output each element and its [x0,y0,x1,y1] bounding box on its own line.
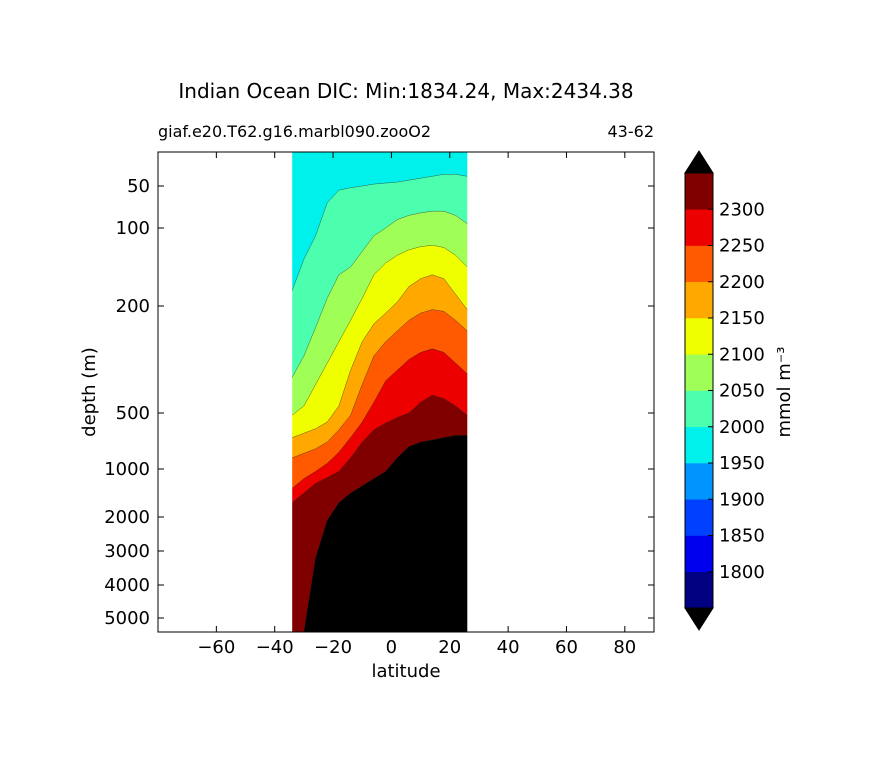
x-tick-label: 0 [386,637,397,658]
x-tick-label: 60 [555,637,578,658]
colorbar-label: mmol m⁻³ [774,346,795,437]
colorbar-tick-label: 1800 [719,562,765,583]
colorbar-tick-label: 1900 [719,489,765,510]
y-tick-label: 50 [127,176,150,197]
contour-line-2100 [292,244,468,416]
x-tick-label: 20 [438,637,461,658]
colorbar-tick-label: 2300 [719,199,765,220]
contour-line-2200 [292,309,468,459]
colorbar-extend-max [684,150,714,174]
colorbar-segment-1900 [685,463,713,500]
chart-subtitle-right: 43-62 [608,122,655,141]
colorbar-segment-1950 [685,426,713,464]
contour-band-2025 [292,174,468,378]
colorbar-tick-label: 2000 [719,417,765,438]
contour-band-2175 [292,274,468,458]
x-axis-ticks: −60 −40 −20 0 20 40 60 80 [197,152,636,658]
x-tick-label: −20 [314,637,352,658]
contour-lines [291,152,468,632]
colorbar-tick-label: 2200 [719,272,765,293]
y-tick-label: 3000 [104,541,150,562]
y-tick-label: 5000 [104,608,150,629]
contour-line-2000 [291,174,468,291]
x-axis-label: latitude [371,661,440,682]
colorbar-tick-label: 1950 [719,453,765,474]
x-tick-label: −40 [256,637,294,658]
colorbar-segment-2250 [685,209,713,246]
y-axis-label: depth (m) [79,347,100,437]
colorbar-segment-2300 [685,173,713,210]
colorbar-tick-label: 2050 [719,381,765,402]
y-axis-ticks: 50 100 200 500 1000 2000 3000 4000 5000 [104,176,654,629]
contour-line-2050 [291,210,468,378]
x-tick-label: 40 [497,637,520,658]
colorbar-segment-1850 [685,499,713,536]
contour-band-2125 [292,245,468,438]
colorbar: 1800 1850 1900 1950 2000 2050 2100 2150 2200 2250… [684,150,765,631]
contour-line-2350 [292,435,468,632]
colorbar-tick-label: 2150 [719,308,765,329]
contour-band-1975 [292,152,468,291]
chart-subtitle-left: giaf.e20.T62.g16.marbl090.zooO2 [158,122,431,141]
contour-band-2325 [292,395,468,632]
contour-line-2300 [292,394,468,503]
contour-band-2275 [292,348,468,503]
plot-frame [157,151,655,633]
y-tick-label: 2000 [104,507,150,528]
y-tick-label: 500 [116,403,150,424]
colorbar-segment-1800 [685,535,713,573]
colorbar-segment-2150 [685,281,713,319]
colorbar-segment-2050 [685,354,713,391]
colorbar-tick-label: 2100 [719,344,765,365]
contour-line-2150 [292,274,468,438]
colorbar-segment-2100 [685,318,713,355]
contour-line-2250 [292,348,468,489]
colorbar-extend-min [684,607,714,631]
chart-title: Indian Ocean DIC: Min:1834.24, Max:2434.… [178,79,633,103]
y-tick-label: 200 [116,296,150,317]
colorbar-tick-label: 1850 [719,526,765,547]
colorbar-tick-label: 2250 [719,236,765,257]
y-tick-label: 4000 [104,575,150,596]
colorbar-segment-2200 [685,245,713,283]
contour-field [292,152,468,632]
x-tick-label: −60 [197,637,235,658]
colorbar-segment-1750 [685,571,713,609]
y-tick-label: 1000 [104,459,150,480]
colorbar-segment-2000 [685,390,713,428]
contour-band-2225 [292,309,468,489]
x-tick-label: 80 [613,637,636,658]
y-tick-label: 100 [116,218,150,239]
contour-band-2375 [292,435,468,632]
